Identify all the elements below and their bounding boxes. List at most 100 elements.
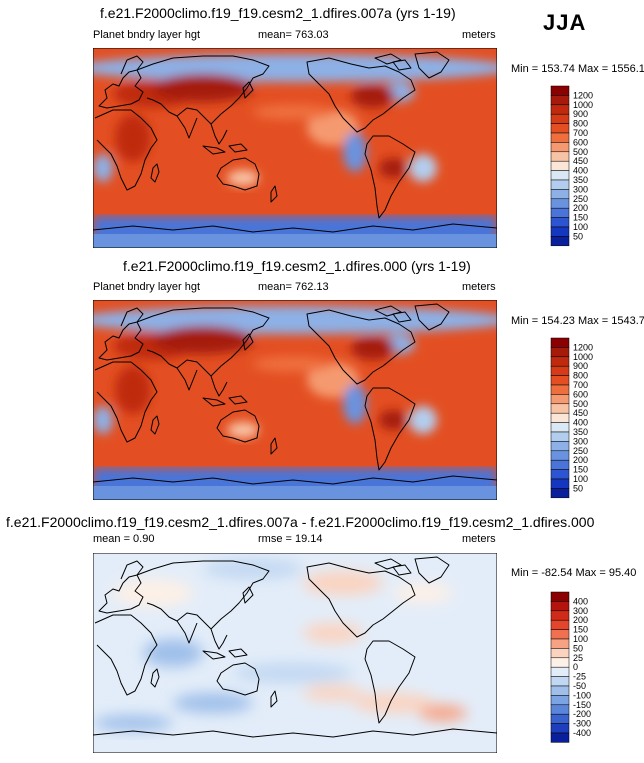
panel1-mean-label: mean= 763.03	[258, 29, 329, 41]
panel3-title: f.e21.F2000climo.f19_f19.cesm2_1.dfires.…	[6, 514, 595, 530]
colorbar-tick-label: 900	[573, 361, 588, 371]
colorbar-tick-label: 150	[573, 625, 588, 635]
colorbar-tick-label: 200	[573, 615, 588, 625]
colorbar-tick-label: 500	[573, 399, 588, 409]
panel2-colorbar: 1200100090080070060050045040035030025020…	[550, 337, 593, 499]
colorbar-tick-label: 400	[573, 596, 588, 606]
panel1-map	[93, 48, 497, 248]
panel3-units-label: meters	[462, 533, 496, 545]
colorbar-box	[550, 422, 570, 433]
colorbar-tick-label: 50	[573, 483, 583, 493]
colorbar-tick-label: 400	[573, 166, 588, 176]
colorbar-tick-label: 600	[573, 389, 588, 399]
colorbar-tick-label: 250	[573, 446, 588, 456]
colorbar-box	[550, 113, 570, 124]
colorbar-box	[550, 198, 570, 209]
colorbar-tick-label: 250	[573, 194, 588, 204]
panel3-colorbar: 40030020015010050250-25-50-100-150-200-3…	[550, 591, 591, 743]
colorbar-box	[550, 478, 570, 489]
panel2-variable-label: Planet bndry layer hgt	[93, 281, 201, 293]
colorbar-box	[550, 723, 570, 734]
colorbar-tick-label: 500	[573, 147, 588, 157]
colorbar-tick-label: 450	[573, 408, 588, 418]
colorbar-box	[550, 356, 570, 367]
colorbar-tick-label: 100	[573, 474, 588, 484]
colorbar-box	[550, 123, 570, 134]
colorbar-tick-label: 450	[573, 156, 588, 166]
colorbar-box	[550, 347, 570, 358]
colorbar-tick-label: 700	[573, 128, 588, 138]
colorbar-tick-label: 1000	[573, 352, 593, 362]
colorbar-box	[550, 666, 570, 677]
panel1-variable-label: Planet bndry layer hgt	[93, 29, 201, 41]
colorbar-box	[550, 459, 570, 470]
panel2-map	[93, 300, 497, 500]
panel2-units-label: meters	[462, 281, 496, 293]
colorbar-box	[550, 236, 570, 247]
panel1-colorbar: 1200100090080070060050045040035030025020…	[550, 85, 593, 247]
colorbar-box	[550, 384, 570, 395]
colorbar-box	[550, 132, 570, 143]
colorbar-box	[550, 375, 570, 386]
colorbar-tick-label: 150	[573, 465, 588, 475]
colorbar-box	[550, 704, 570, 715]
colorbar-box	[550, 610, 570, 621]
colorbar-box	[550, 638, 570, 649]
colorbar-box	[550, 403, 570, 414]
colorbar-tick-label: 300	[573, 606, 588, 616]
colorbar-tick-label: 600	[573, 137, 588, 147]
colorbar-box	[550, 648, 570, 659]
colorbar-box	[550, 450, 570, 461]
colorbar-tick-label: -100	[573, 690, 591, 700]
colorbar-box	[550, 104, 570, 115]
colorbar-box	[550, 160, 570, 171]
colorbar-tick-label: 300	[573, 436, 588, 446]
colorbar-box	[550, 591, 570, 602]
colorbar-box	[550, 469, 570, 480]
colorbar-box	[550, 619, 570, 630]
colorbar-box	[550, 601, 570, 612]
colorbar-tick-label: -25	[573, 672, 586, 682]
colorbar-tick-label: -200	[573, 709, 591, 719]
panel2-minmax-label: Min = 154.23 Max = 1543.76	[511, 315, 644, 327]
colorbar-tick-label: -300	[573, 719, 591, 729]
colorbar-tick-label: 100	[573, 222, 588, 232]
colorbar-box	[550, 685, 570, 696]
colorbar-tick-label: 200	[573, 203, 588, 213]
colorbar-box	[550, 676, 570, 687]
colorbar-box	[550, 189, 570, 200]
colorbar-box	[550, 412, 570, 423]
colorbar-tick-label: 300	[573, 184, 588, 194]
colorbar-tick-label: 350	[573, 175, 588, 185]
colorbar-box	[550, 431, 570, 442]
season-label: JJA	[543, 10, 587, 35]
colorbar-box	[550, 226, 570, 237]
colorbar-box	[550, 488, 570, 499]
colorbar-box	[550, 85, 570, 96]
colorbar-box	[550, 394, 570, 405]
panel1-title: f.e21.F2000climo.f19_f19.cesm2_1.dfires.…	[100, 5, 456, 21]
colorbar-tick-label: 900	[573, 109, 588, 119]
colorbar-tick-label: -400	[573, 728, 591, 738]
colorbar-tick-label: 0	[573, 662, 578, 672]
panel2-title: f.e21.F2000climo.f19_f19.cesm2_1.dfires.…	[123, 258, 471, 274]
colorbar-tick-label: 1200	[573, 342, 593, 352]
colorbar-box	[550, 337, 570, 348]
colorbar-box	[550, 142, 570, 153]
colorbar-tick-label: 700	[573, 380, 588, 390]
panel3-rmse-label: rmse = 19.14	[258, 533, 323, 545]
colorbar-tick-label: -150	[573, 700, 591, 710]
colorbar-tick-label: 400	[573, 418, 588, 428]
colorbar-tick-label: 50	[573, 643, 583, 653]
colorbar-tick-label: 100	[573, 634, 588, 644]
colorbar-box	[550, 713, 570, 724]
colorbar-tick-label: 1200	[573, 90, 593, 100]
colorbar-box	[550, 151, 570, 162]
colorbar-box	[550, 207, 570, 218]
panel3-mean-label: mean = 0.90	[93, 533, 155, 545]
colorbar-box	[550, 732, 570, 743]
colorbar-tick-label: 1000	[573, 100, 593, 110]
panel3-minmax-label: Min = -82.54 Max = 95.40	[511, 567, 637, 579]
colorbar-tick-label: 800	[573, 371, 588, 381]
panel3-map	[93, 553, 497, 753]
